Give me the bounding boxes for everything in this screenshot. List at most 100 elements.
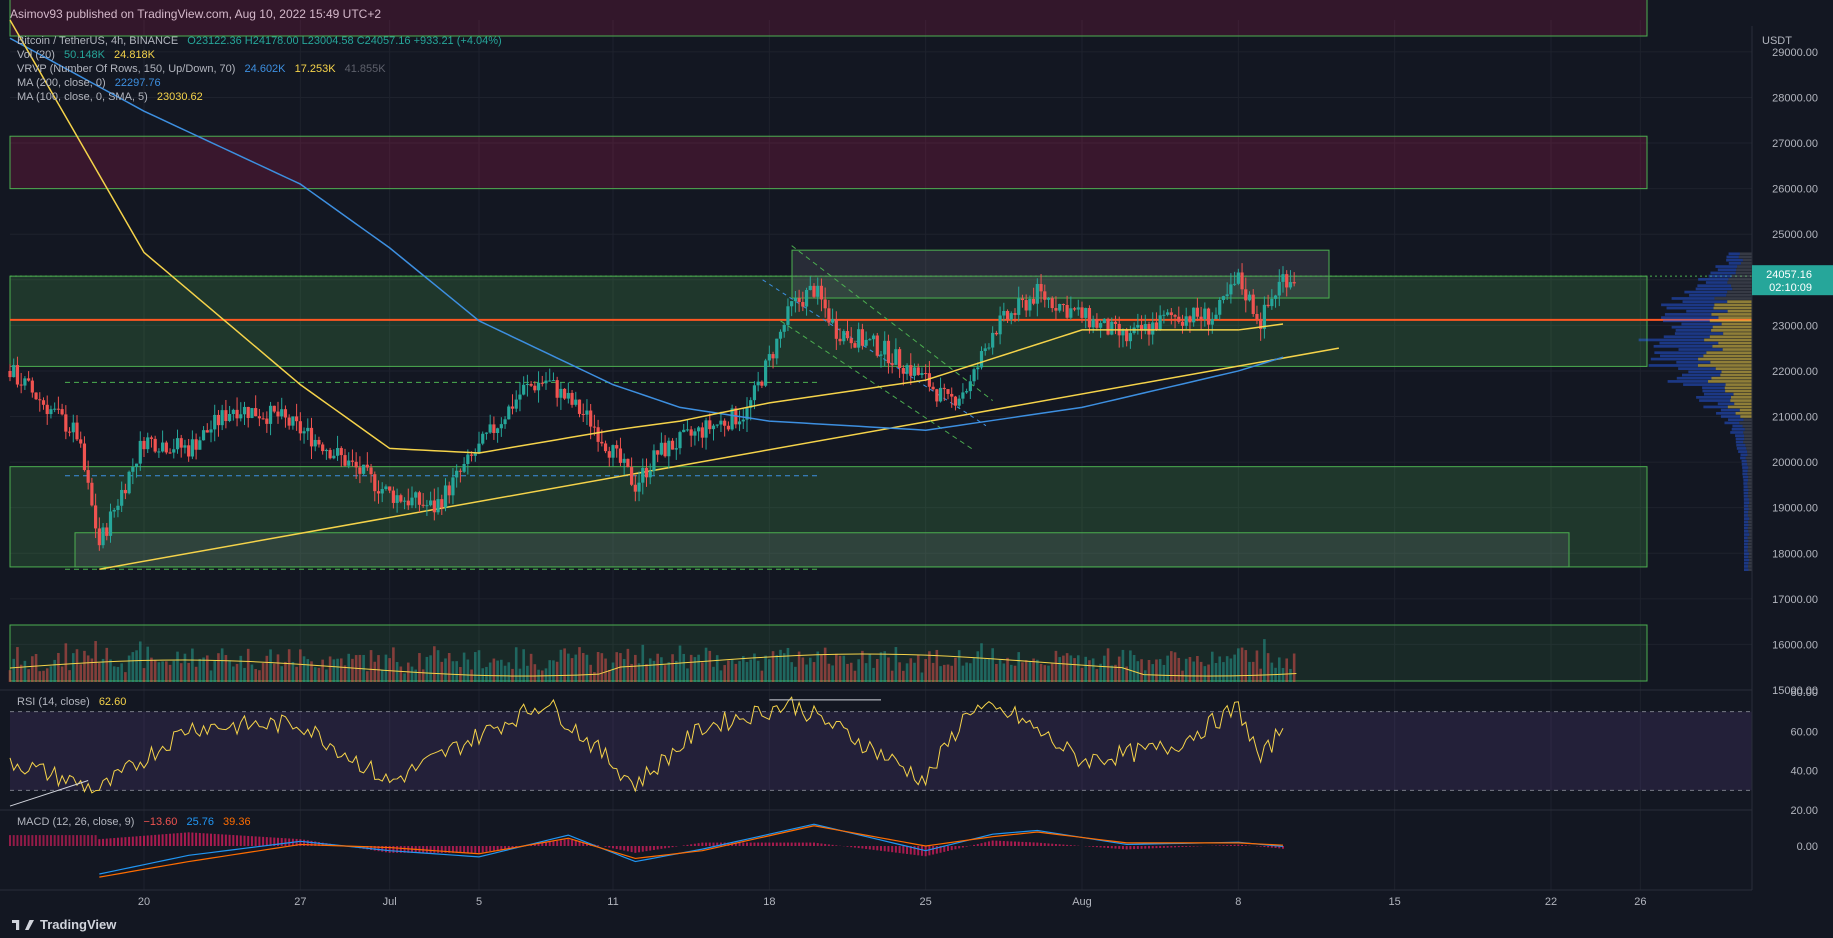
- candle-body: [432, 500, 436, 513]
- volume-profile-bar: [1711, 329, 1752, 332]
- candle-body: [183, 445, 187, 448]
- macd-pane[interactable]: [9, 823, 1284, 878]
- volume-profile-bar: [1748, 504, 1752, 508]
- macd-histogram-bar: [451, 846, 454, 853]
- macd-histogram-bar: [887, 846, 890, 852]
- candle-body: [596, 427, 600, 442]
- macd-histogram-bar: [865, 846, 868, 849]
- rsi-pane[interactable]: [9, 696, 1752, 807]
- volume-bar: [916, 655, 920, 682]
- volume-profile-bar: [1666, 306, 1714, 310]
- volume-bar: [1002, 663, 1006, 682]
- candle-body: [123, 489, 127, 494]
- macd-histogram-bar: [295, 838, 298, 846]
- volume-bar: [138, 641, 142, 682]
- legend-row-ma100[interactable]: MA (100, close, 0, SMA, 5) 23030.62: [17, 90, 502, 104]
- candle-body: [603, 443, 608, 452]
- candle-body: [82, 443, 87, 471]
- legend-row-ma200[interactable]: MA (200, close, 0) 22297.76: [17, 76, 502, 90]
- candle-body: [369, 467, 373, 475]
- volume-profile-bar: [1747, 472, 1752, 476]
- volume-bar: [552, 660, 555, 682]
- candle-body: [890, 363, 894, 365]
- macd-tick: 0.00: [1797, 841, 1818, 853]
- candle-body: [860, 329, 864, 346]
- volume-bar: [1177, 657, 1181, 682]
- candle-body: [376, 491, 381, 494]
- candle-body: [302, 431, 306, 434]
- volume-bar: [786, 647, 790, 682]
- volume-bar: [753, 653, 756, 682]
- macd-histogram-bar: [195, 832, 198, 846]
- volume-bar: [578, 647, 581, 682]
- volume-bar: [1181, 670, 1184, 682]
- price-tick: 25000.00: [1772, 229, 1818, 241]
- attribution-text: Asimov93 published on TradingView.com, A…: [10, 7, 381, 21]
- volume-profile-bar: [1736, 268, 1752, 272]
- volume-bar: [920, 672, 924, 682]
- candle-body: [1035, 284, 1039, 304]
- macd-histogram-bar: [1181, 846, 1184, 848]
- volume-bar: [205, 655, 209, 682]
- candle-body: [101, 527, 105, 546]
- macd-histogram-bar: [1058, 844, 1061, 846]
- volume-bar: [421, 669, 425, 682]
- candle-body: [983, 348, 987, 352]
- tradingview-logo[interactable]: TradingView: [12, 917, 116, 932]
- rsi-tick: 40.00: [1790, 766, 1818, 778]
- candle-body: [957, 398, 961, 406]
- volume-profile-bar: [1663, 335, 1710, 339]
- macd-histogram-bar: [1244, 845, 1247, 846]
- candle-body: [1210, 319, 1214, 325]
- volume-bar: [544, 668, 548, 682]
- macd-histogram-bar: [79, 835, 82, 846]
- candle-body: [1180, 321, 1185, 326]
- macd-histogram-bar: [31, 835, 34, 846]
- candle-body: [347, 460, 351, 466]
- volume-bar: [142, 668, 146, 682]
- volume-bar: [935, 649, 939, 682]
- macd-histogram-bar: [973, 844, 976, 846]
- volume-bar: [246, 648, 250, 682]
- candle-body: [172, 449, 176, 453]
- volume-profile-bar: [1702, 386, 1725, 390]
- macd-histogram-bar: [68, 835, 71, 846]
- candle-body: [1270, 298, 1274, 307]
- candle-body: [644, 467, 649, 478]
- legend-row-vrvp[interactable]: VRVP (Number Of Rows, 150, Up/Down, 70) …: [17, 62, 502, 76]
- macd-histogram-bar: [1043, 843, 1046, 846]
- macd-histogram-bar: [1107, 846, 1110, 848]
- candle-body: [533, 385, 537, 391]
- volume-profile-bar: [1727, 405, 1752, 409]
- candle-body: [1195, 307, 1199, 317]
- macd-histogram-bar: [459, 846, 462, 853]
- rsi-legend[interactable]: RSI (14, close) 62.60: [17, 695, 126, 709]
- macd-histogram-bar: [541, 843, 544, 846]
- macd-histogram-bar: [277, 837, 279, 846]
- rsi-line: [9, 696, 1284, 794]
- candle-body: [161, 442, 165, 452]
- macd-histogram-bar: [1177, 846, 1180, 848]
- volume-profile-bar: [1735, 434, 1745, 437]
- macd-histogram-bar: [902, 846, 905, 854]
- candle-body: [1221, 296, 1226, 300]
- volume-bar: [343, 665, 347, 682]
- time-tick: 25: [920, 896, 932, 908]
- macd-histogram-bar: [1166, 846, 1169, 848]
- volume-bar: [366, 671, 369, 682]
- macd-legend[interactable]: MACD (12, 26, close, 9) −13.60 25.76 39.…: [17, 815, 251, 829]
- candle-body: [261, 418, 265, 420]
- volume-bar: [299, 649, 302, 682]
- macd-histogram-bar: [824, 843, 827, 846]
- candle-body: [950, 393, 954, 397]
- volume-profile-bar: [1747, 463, 1752, 466]
- legend-row-volume[interactable]: Vol (20) 50.148K 24.818K: [17, 48, 502, 62]
- volume-profile-bar: [1743, 501, 1750, 504]
- volume-profile-bar: [1674, 332, 1724, 335]
- candlesticks[interactable]: [8, 263, 1296, 551]
- candle-body: [298, 421, 302, 434]
- volume-bar: [440, 661, 444, 682]
- volume-profile-bar: [1742, 472, 1748, 476]
- price-tick: 19000.00: [1772, 503, 1818, 515]
